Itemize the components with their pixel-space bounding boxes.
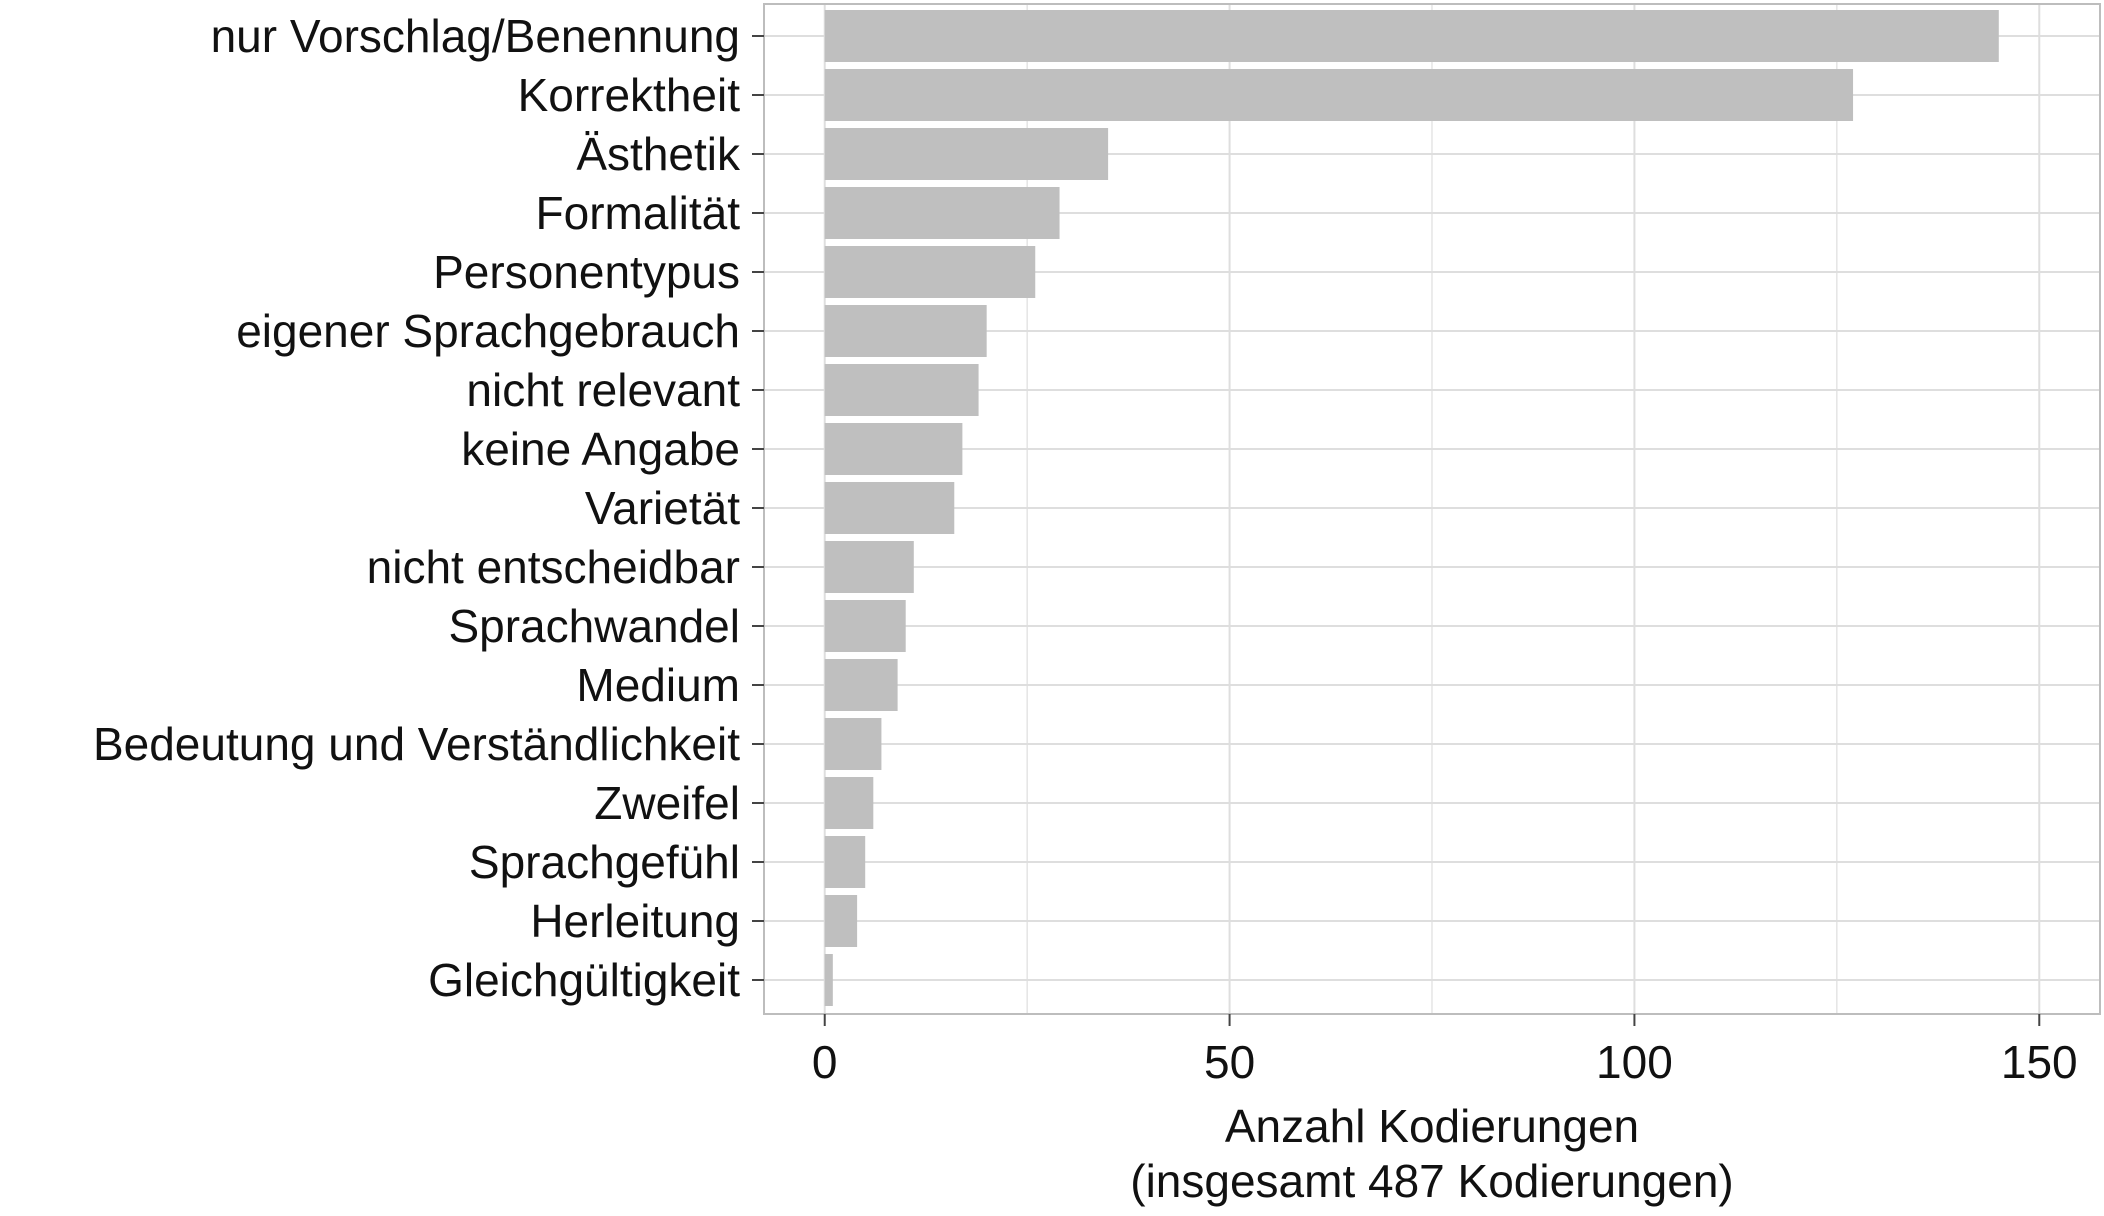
category-labels: nur Vorschlag/Benennung Korrektheit Ästhet… xyxy=(93,10,741,1006)
x-axis-subtitle: (insgesamt 487 Kodierungen) xyxy=(1130,1155,1733,1207)
bar xyxy=(824,482,955,534)
category-label: Sprachwandel xyxy=(448,600,740,652)
category-label: Sprachgefühl xyxy=(469,836,740,888)
bar xyxy=(824,954,833,1006)
x-tick-labels: 0 50 100 150 xyxy=(812,1036,2078,1088)
bar xyxy=(824,600,906,652)
bar xyxy=(824,10,1999,62)
category-label: Formalität xyxy=(536,187,741,239)
category-label: nicht relevant xyxy=(466,364,740,416)
category-label: Varietät xyxy=(585,482,740,534)
bar xyxy=(824,246,1036,298)
bar xyxy=(824,364,979,416)
bar xyxy=(824,187,1060,239)
bar xyxy=(824,836,866,888)
category-label: eigener Sprachgebrauch xyxy=(236,305,740,357)
category-label: Herleitung xyxy=(530,895,740,947)
bar xyxy=(824,305,987,357)
category-label: Medium xyxy=(576,659,740,711)
category-label: nur Vorschlag/Benennung xyxy=(211,10,740,62)
bar xyxy=(824,777,874,829)
category-label: Personentypus xyxy=(433,246,740,298)
category-label: keine Angabe xyxy=(461,423,740,475)
category-label: Ästhetik xyxy=(576,128,741,180)
bar xyxy=(824,69,1854,121)
category-label: Zweifel xyxy=(594,777,740,829)
x-tick-label: 50 xyxy=(1204,1036,1255,1088)
bar xyxy=(824,659,898,711)
x-tick-label: 100 xyxy=(1596,1036,1673,1088)
category-label: Korrektheit xyxy=(518,69,741,121)
category-label: nicht entscheidbar xyxy=(367,541,740,593)
bars-layer xyxy=(824,10,1999,1006)
category-label: Gleichgültigkeit xyxy=(428,954,740,1006)
x-axis-title: Anzahl Kodierungen xyxy=(1225,1100,1639,1152)
bar xyxy=(824,423,963,475)
bar xyxy=(824,718,882,770)
x-tick-label: 0 xyxy=(812,1036,838,1088)
bar xyxy=(824,541,914,593)
x-tick-label: 150 xyxy=(2001,1036,2078,1088)
category-label: Bedeutung und Verständlichkeit xyxy=(93,718,740,770)
bar xyxy=(824,128,1109,180)
ticks-layer xyxy=(752,35,2041,1026)
bar xyxy=(824,895,858,947)
